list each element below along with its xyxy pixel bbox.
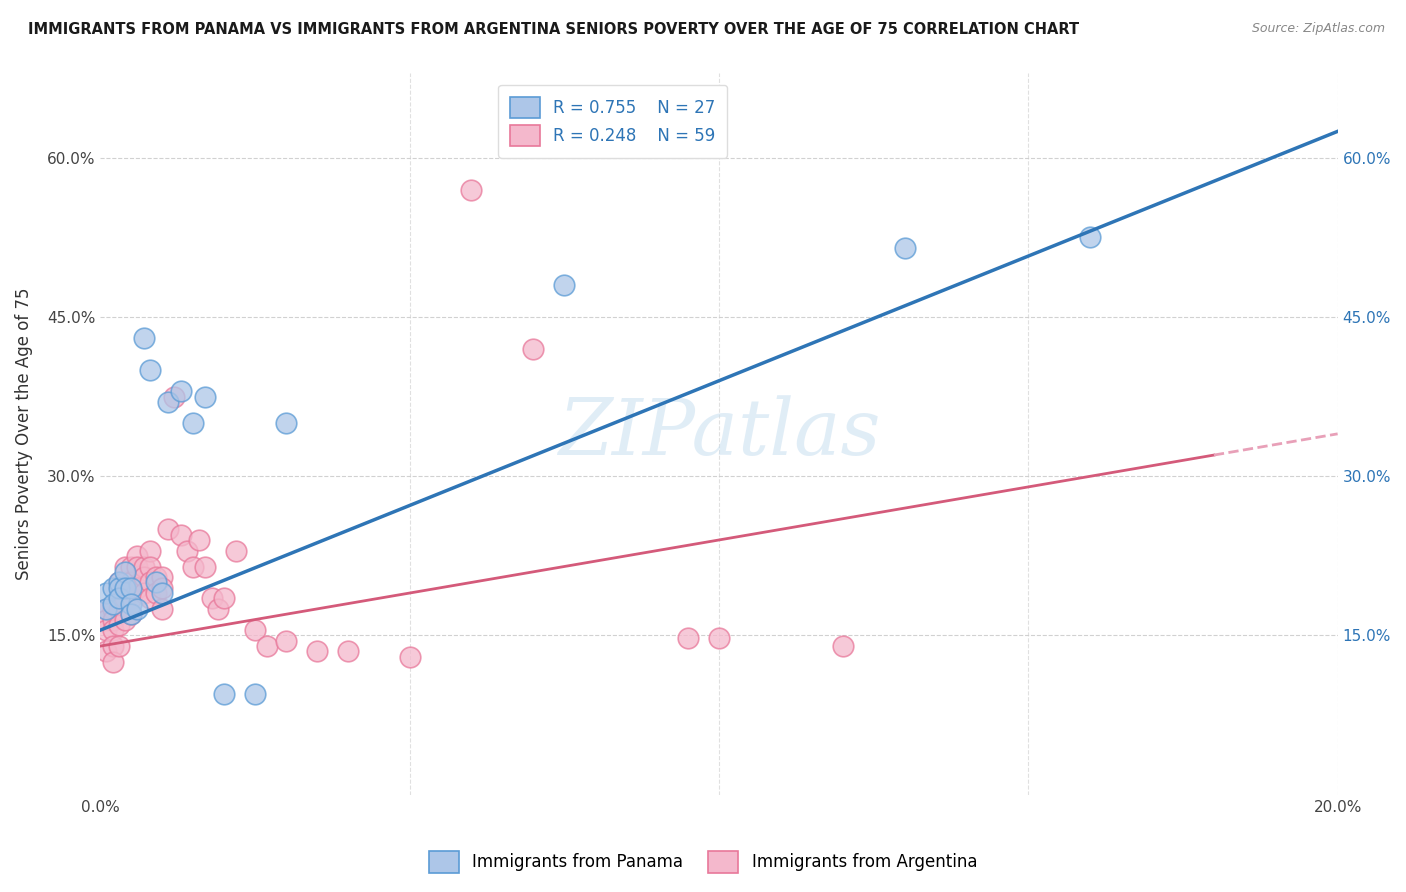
Point <box>522 342 544 356</box>
Point <box>96 623 118 637</box>
Point <box>108 581 131 595</box>
Point <box>305 644 328 658</box>
Point <box>139 363 162 377</box>
Point <box>201 591 224 606</box>
Point <box>181 416 204 430</box>
Point <box>157 522 180 536</box>
Point <box>132 331 155 345</box>
Point <box>163 390 186 404</box>
Point <box>460 183 482 197</box>
Text: IMMIGRANTS FROM PANAMA VS IMMIGRANTS FROM ARGENTINA SENIORS POVERTY OVER THE AGE: IMMIGRANTS FROM PANAMA VS IMMIGRANTS FRO… <box>28 22 1080 37</box>
Point <box>139 559 162 574</box>
Point <box>127 559 149 574</box>
Point <box>101 639 124 653</box>
Point <box>893 241 915 255</box>
Point <box>707 631 730 645</box>
Point <box>108 602 131 616</box>
Point <box>194 559 217 574</box>
Point <box>101 613 124 627</box>
Point <box>176 543 198 558</box>
Point <box>96 613 118 627</box>
Point <box>96 644 118 658</box>
Point <box>150 581 173 595</box>
Point <box>553 278 575 293</box>
Point <box>120 607 142 622</box>
Point <box>127 581 149 595</box>
Point <box>108 575 131 590</box>
Point <box>120 559 142 574</box>
Point <box>170 527 193 541</box>
Point <box>831 639 853 653</box>
Point <box>101 655 124 669</box>
Point <box>676 631 699 645</box>
Y-axis label: Seniors Poverty Over the Age of 75: Seniors Poverty Over the Age of 75 <box>15 287 32 580</box>
Point <box>150 586 173 600</box>
Point <box>150 602 173 616</box>
Point <box>108 591 131 606</box>
Point <box>1078 230 1101 244</box>
Point <box>212 687 235 701</box>
Point <box>139 543 162 558</box>
Point <box>181 559 204 574</box>
Point <box>101 581 124 595</box>
Legend: Immigrants from Panama, Immigrants from Argentina: Immigrants from Panama, Immigrants from … <box>422 845 984 880</box>
Point <box>96 602 118 616</box>
Point <box>114 559 136 574</box>
Point <box>139 591 162 606</box>
Point <box>96 602 118 616</box>
Point <box>120 607 142 622</box>
Point <box>127 549 149 563</box>
Point <box>274 416 297 430</box>
Point <box>145 575 167 590</box>
Point <box>96 586 118 600</box>
Point <box>120 581 142 595</box>
Point <box>132 559 155 574</box>
Point <box>212 591 235 606</box>
Point <box>225 543 247 558</box>
Point <box>108 591 131 606</box>
Point <box>101 623 124 637</box>
Point <box>243 623 266 637</box>
Point <box>243 687 266 701</box>
Point <box>114 565 136 579</box>
Point <box>145 570 167 584</box>
Text: Source: ZipAtlas.com: Source: ZipAtlas.com <box>1251 22 1385 36</box>
Point <box>120 597 142 611</box>
Point <box>139 575 162 590</box>
Point <box>114 613 136 627</box>
Point <box>170 384 193 399</box>
Point <box>194 390 217 404</box>
Point <box>157 395 180 409</box>
Point <box>132 586 155 600</box>
Point <box>274 633 297 648</box>
Point <box>120 591 142 606</box>
Point <box>101 602 124 616</box>
Text: ZIPatlas: ZIPatlas <box>558 396 880 472</box>
Point <box>120 575 142 590</box>
Legend: R = 0.755    N = 27, R = 0.248    N = 59: R = 0.755 N = 27, R = 0.248 N = 59 <box>498 85 727 158</box>
Point <box>127 602 149 616</box>
Point <box>132 570 155 584</box>
Point <box>101 597 124 611</box>
Point <box>398 649 420 664</box>
Point <box>108 639 131 653</box>
Point <box>108 618 131 632</box>
Point <box>336 644 359 658</box>
Point <box>188 533 211 547</box>
Point <box>256 639 278 653</box>
Point <box>114 581 136 595</box>
Point <box>108 575 131 590</box>
Point <box>207 602 229 616</box>
Point <box>114 575 136 590</box>
Point <box>150 570 173 584</box>
Point <box>114 591 136 606</box>
Point <box>145 586 167 600</box>
